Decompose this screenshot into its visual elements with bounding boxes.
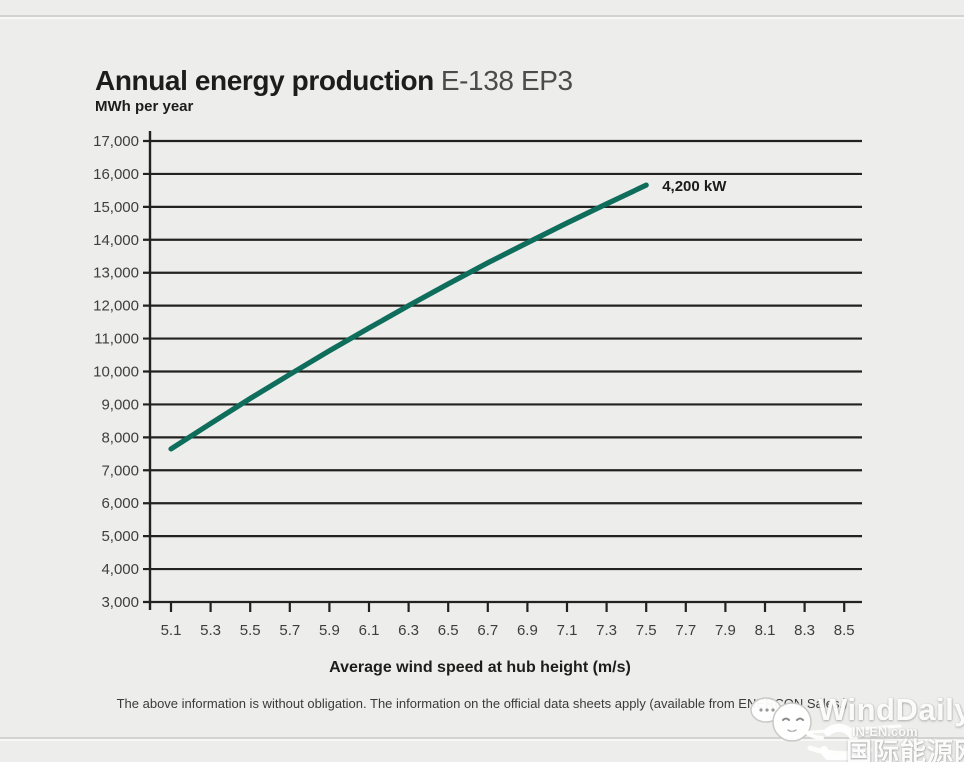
svg-text:5.3: 5.3 [200, 622, 221, 639]
svg-text:7.1: 7.1 [557, 622, 578, 639]
svg-text:7.9: 7.9 [715, 622, 736, 639]
watermark-site-chinese: 国际能源网 [846, 737, 964, 762]
y-axis-unit-label: MWh per year [95, 98, 194, 115]
svg-text:13,000: 13,000 [93, 265, 139, 282]
svg-text:5.9: 5.9 [319, 622, 340, 639]
svg-text:6.7: 6.7 [477, 622, 498, 639]
svg-text:8.3: 8.3 [794, 622, 815, 639]
svg-text:8,000: 8,000 [101, 429, 139, 446]
svg-text:8.1: 8.1 [755, 622, 776, 639]
svg-text:8.5: 8.5 [834, 622, 855, 639]
svg-text:14,000: 14,000 [93, 232, 139, 249]
svg-text:5.1: 5.1 [161, 622, 182, 639]
svg-text:6.5: 6.5 [438, 622, 459, 639]
svg-text:7.3: 7.3 [596, 622, 617, 639]
watermark-site: IN-EN.com [852, 724, 918, 739]
page-title-model: E-138 EP3 [440, 64, 573, 96]
top-divider [0, 15, 964, 17]
svg-text:6.3: 6.3 [398, 622, 419, 639]
page-title-main: Annual energy production [95, 64, 434, 96]
svg-text:6.9: 6.9 [517, 622, 538, 639]
svg-text:7.5: 7.5 [636, 622, 657, 639]
x-axis-title: Average wind speed at hub height (m/s) [329, 659, 631, 676]
svg-text:7.7: 7.7 [675, 622, 696, 639]
svg-text:6.1: 6.1 [359, 622, 380, 639]
watermark-brand: WindDaily [818, 692, 964, 727]
svg-text:11,000: 11,000 [94, 331, 139, 348]
svg-text:4,200 kW: 4,200 kW [662, 178, 727, 195]
svg-text:3,000: 3,000 [101, 594, 139, 611]
svg-text:12,000: 12,000 [93, 298, 139, 315]
bottom-divider [0, 737, 964, 739]
svg-text:5,000: 5,000 [101, 528, 139, 545]
svg-text:16,000: 16,000 [93, 166, 139, 183]
watermark: WindDaily IN-EN.com 国际能源网 [740, 686, 964, 762]
svg-text:6,000: 6,000 [101, 495, 139, 512]
watermark-logo-e-icon [780, 723, 902, 760]
page-title: Annual energy production E-138 EP3 [95, 65, 573, 97]
svg-text:9,000: 9,000 [101, 396, 139, 413]
svg-text:7,000: 7,000 [101, 462, 139, 479]
svg-text:15,000: 15,000 [93, 199, 139, 216]
svg-text:10,000: 10,000 [93, 364, 139, 381]
svg-text:17,000: 17,000 [93, 133, 139, 150]
svg-text:5.7: 5.7 [279, 622, 300, 639]
disclaimer-text: The above information is without obligat… [116, 696, 848, 711]
svg-text:5.5: 5.5 [240, 622, 261, 639]
energy-production-chart: 3,000 4,000 5,000 6,000 7,000 8,000 9,000 10,00… [93, 131, 862, 639]
svg-text:4,000: 4,000 [101, 561, 139, 578]
